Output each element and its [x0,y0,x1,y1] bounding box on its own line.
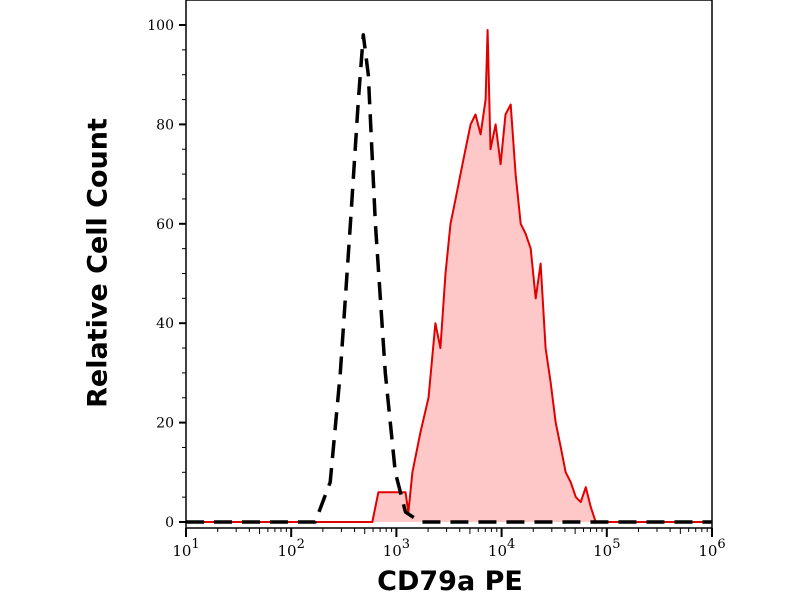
x-tick-label: 106 [698,537,725,560]
y-axis-label: Relative Cell Count [82,118,114,408]
y-tick-label: 100 [147,18,174,34]
x-tick-label: 105 [593,537,620,560]
series-line-cd79a-pe [186,29,712,523]
x-tick-label: 103 [383,537,410,560]
series-line-isotype-control [186,33,712,524]
y-tick-label: 20 [156,416,174,432]
y-tick-label: 80 [156,117,174,133]
x-axis-label: CD79a PE [377,566,523,597]
y-tick-label: 60 [156,217,174,233]
plot-frame [185,0,713,529]
y-tick-label: 0 [165,515,174,531]
y-tick-label: 40 [156,316,174,332]
x-tick-label: 102 [278,537,305,560]
series-fill-cd79a-pe [186,30,712,522]
x-tick-label: 101 [172,537,199,560]
x-tick-label: 104 [488,537,515,560]
